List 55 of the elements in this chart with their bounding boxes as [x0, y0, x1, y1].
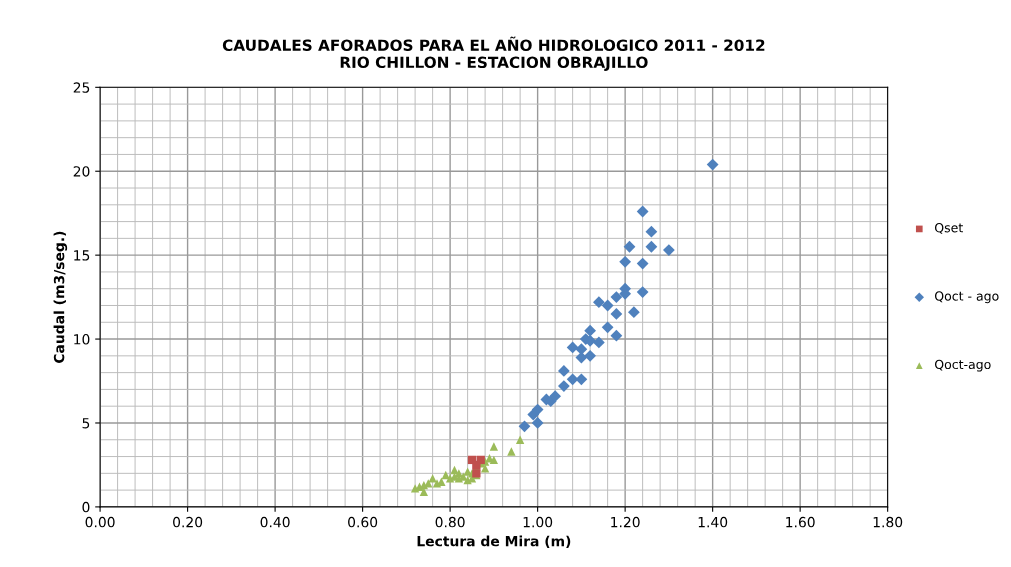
- point: [515, 435, 525, 444]
- point: [623, 240, 636, 253]
- point: [557, 380, 570, 392]
- point: [601, 299, 614, 312]
- point: [441, 470, 450, 480]
- point: [610, 329, 623, 342]
- y-tick-label: 10: [74, 334, 90, 345]
- y-tick-label: 0: [82, 501, 90, 513]
- x-tick-label: 1.20: [611, 516, 640, 528]
- point: [489, 455, 499, 465]
- point: [627, 306, 640, 319]
- x-tick-label: 0.40: [260, 516, 290, 528]
- legend-label: Qoct - ago: [934, 291, 999, 304]
- x-tick-label: 0.60: [348, 516, 378, 528]
- point: [518, 420, 531, 433]
- point: [424, 479, 433, 488]
- point: [610, 291, 623, 303]
- y-tick-label: 20: [73, 166, 90, 177]
- point: [557, 365, 570, 377]
- point: [636, 257, 649, 270]
- y-tick-label: 5: [82, 418, 90, 429]
- x-tick-label: 1.00: [523, 516, 553, 528]
- x-axis-title: Lectura de Mira (m): [417, 535, 571, 548]
- legend-label: Qset: [934, 222, 963, 234]
- x-tick-label: 0.80: [435, 516, 465, 528]
- point: [706, 158, 719, 171]
- x-tick-label: 1.40: [698, 516, 728, 528]
- x-tick-label: 0.00: [85, 516, 115, 528]
- point: [437, 477, 446, 486]
- point: [531, 417, 544, 429]
- point: [507, 447, 516, 456]
- point: [645, 240, 658, 253]
- x-tick-label: 1.60: [786, 516, 815, 528]
- point: [645, 225, 658, 238]
- y-tick-label: 15: [74, 250, 90, 261]
- point: [601, 321, 614, 334]
- point: [619, 255, 632, 268]
- point: [584, 324, 597, 337]
- point: [592, 296, 605, 309]
- y-tick-label: 25: [73, 82, 90, 93]
- legend-label: Qoct-ago: [934, 359, 991, 372]
- y-axis-title: Caudal (m3/seg.): [53, 231, 68, 363]
- x-tick-label: 1.80: [873, 516, 903, 528]
- point: [610, 308, 623, 320]
- point: [636, 286, 649, 298]
- chart-title: CAUDALES AFORADOS PARA EL AÑO HIDROLOGICO 2011 - 2012 RIO CHILLON - ESTACION OBRAJILLO: [222, 36, 765, 71]
- point: [463, 467, 472, 476]
- point: [636, 205, 649, 218]
- x-tick-label: 0.20: [173, 516, 203, 528]
- point: [584, 349, 597, 362]
- point: [489, 442, 499, 451]
- point: [592, 336, 605, 349]
- point: [566, 341, 579, 354]
- point: [428, 474, 437, 483]
- point: [663, 244, 675, 257]
